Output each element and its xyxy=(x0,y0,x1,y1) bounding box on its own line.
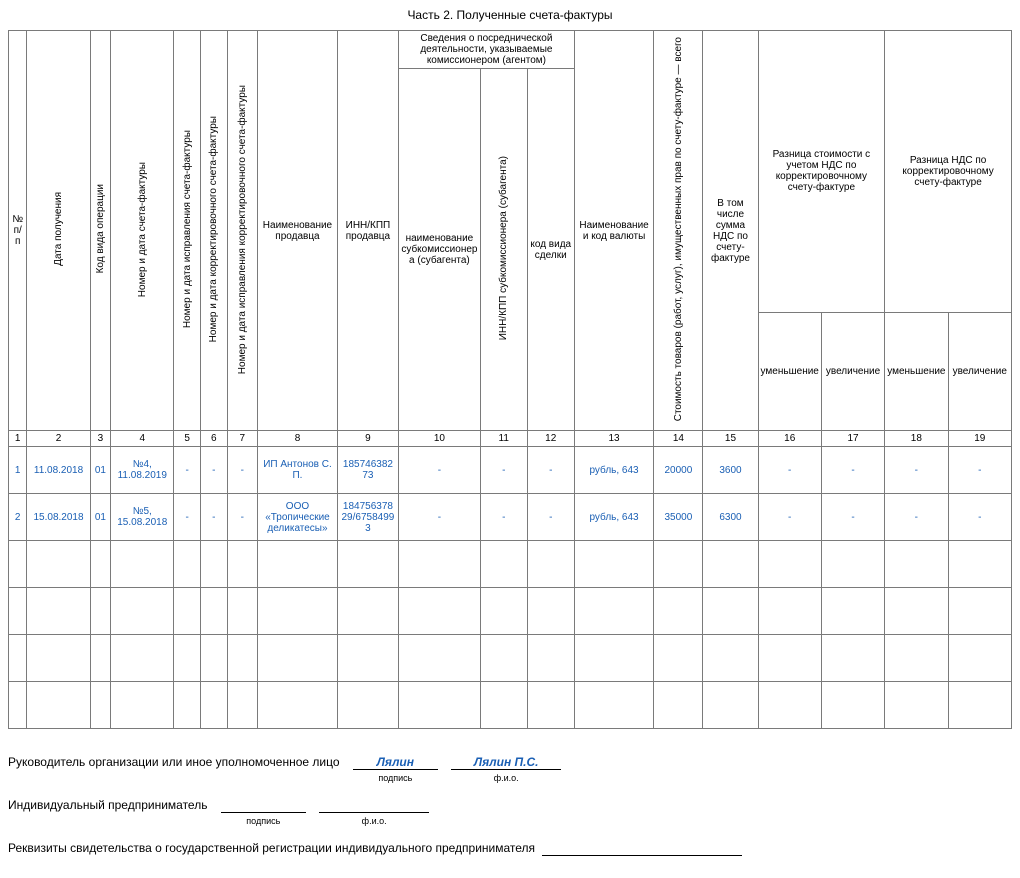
h-deal-code: код вида сделки xyxy=(527,69,574,431)
h-inv: Номер и дата счета-фактуры xyxy=(111,31,174,431)
sig-label-reg: Реквизиты свидетельства о государственно… xyxy=(8,841,535,855)
table-row-empty xyxy=(9,588,1012,635)
ip-name xyxy=(319,798,429,813)
cell-c12: - xyxy=(527,494,574,541)
h-cost: Стоимость товаров (работ, услуг), имущес… xyxy=(654,31,703,431)
sig-label-ip: Индивидуальный предприниматель xyxy=(8,798,207,812)
cell-n: 1 xyxy=(9,447,27,494)
caption-signature: подпись xyxy=(353,773,438,783)
h-op: Код вида операции xyxy=(90,31,110,431)
cell-vat: 6300 xyxy=(703,494,758,541)
h-date: Дата получения xyxy=(27,31,90,431)
cell-c11: - xyxy=(480,494,527,541)
caption-name: ф.и.о. xyxy=(451,773,561,783)
director-signature: Лялин xyxy=(353,755,438,770)
cell-cost: 35000 xyxy=(654,494,703,541)
director-name: Лялин П.С. xyxy=(451,755,561,770)
cell-currency: рубль, 643 xyxy=(574,494,654,541)
table-row: 215.08.201801№5, 15.08.2018---ООО «Тропи… xyxy=(9,494,1012,541)
h-c6: Номер и дата корректировочного счета-фак… xyxy=(200,31,227,431)
cell-c17: - xyxy=(821,494,884,541)
reg-value xyxy=(542,841,742,856)
h-subagent: наименование субкомиссионера (субагента) xyxy=(399,69,481,431)
cell-c7: - xyxy=(227,447,258,494)
h-inc-19: увеличение xyxy=(948,312,1012,431)
cell-date: 15.08.2018 xyxy=(27,494,90,541)
caption-name-2: ф.и.о. xyxy=(319,816,429,826)
table-row-empty xyxy=(9,635,1012,682)
cell-date: 11.08.2018 xyxy=(27,447,90,494)
h-diff-vat: Разница НДС по корректировочному счету-ф… xyxy=(885,31,1012,313)
h-c5: Номер и дата исправления счета-фактуры xyxy=(174,31,201,431)
h-vat: В том числе сумма НДС по счету-фактуре xyxy=(703,31,758,431)
cell-c19: - xyxy=(948,494,1012,541)
cell-op: 01 xyxy=(90,494,110,541)
cell-c16: - xyxy=(758,494,821,541)
h-subagent-inn: ИНН/КПП субкомиссионера (субагента) xyxy=(480,69,527,431)
sig-label-director: Руководитель организации или иное уполно… xyxy=(8,755,340,769)
cell-seller: ИП Антонов С. П. xyxy=(258,447,338,494)
cell-c5: - xyxy=(174,447,201,494)
cell-c19: - xyxy=(948,447,1012,494)
h-inc-17: увеличение xyxy=(821,312,884,431)
cell-c10: - xyxy=(399,494,481,541)
cell-cost: 20000 xyxy=(654,447,703,494)
invoices-table: № п/п Дата получения Код вида операции Н… xyxy=(8,30,1012,729)
h-seller: Наименование продавца xyxy=(258,31,338,431)
table-row-empty xyxy=(9,682,1012,729)
column-numbers-row: 123 456 789 101112 131415 161718 19 xyxy=(9,431,1012,447)
cell-c6: - xyxy=(200,447,227,494)
cell-c12: - xyxy=(527,447,574,494)
cell-c5: - xyxy=(174,494,201,541)
h-dec-18: уменьшение xyxy=(885,312,948,431)
h-c7: Номер и дата исправления корректировочно… xyxy=(227,31,258,431)
cell-inv: №5, 15.08.2018 xyxy=(111,494,174,541)
h-num: № п/п xyxy=(9,31,27,431)
cell-vat: 3600 xyxy=(703,447,758,494)
cell-c10: - xyxy=(399,447,481,494)
h-dec-16: уменьшение xyxy=(758,312,821,431)
cell-seller: ООО «Тропические деликатесы» xyxy=(258,494,338,541)
cell-c6: - xyxy=(200,494,227,541)
table-row-empty xyxy=(9,541,1012,588)
cell-c17: - xyxy=(821,447,884,494)
cell-currency: рубль, 643 xyxy=(574,447,654,494)
cell-inn: 184756378 29/67584993 xyxy=(337,494,398,541)
cell-c16: - xyxy=(758,447,821,494)
h-currency: Наименование и код валюты xyxy=(574,31,654,431)
cell-c18: - xyxy=(885,494,948,541)
ip-signature xyxy=(221,798,306,813)
caption-signature-2: подпись xyxy=(221,816,306,826)
cell-c7: - xyxy=(227,494,258,541)
cell-c11: - xyxy=(480,447,527,494)
table-row: 111.08.201801№4, 11.08.2019---ИП Антонов… xyxy=(9,447,1012,494)
cell-n: 2 xyxy=(9,494,27,541)
cell-inv: №4, 11.08.2019 xyxy=(111,447,174,494)
part-title: Часть 2. Полученные счета-фактуры xyxy=(8,8,1012,22)
h-inn: ИНН/КПП продавца xyxy=(337,31,398,431)
cell-c18: - xyxy=(885,447,948,494)
cell-op: 01 xyxy=(90,447,110,494)
h-agent-group: Сведения о посреднической деятельности, … xyxy=(399,31,575,69)
h-diff-cost: Разница стоимости с учетом НДС по коррек… xyxy=(758,31,885,313)
cell-inn: 185746382 73 xyxy=(337,447,398,494)
